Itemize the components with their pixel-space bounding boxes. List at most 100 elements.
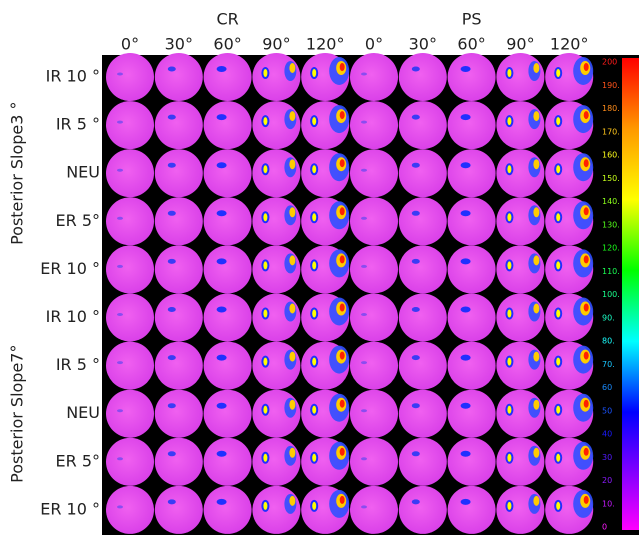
spot bbox=[556, 69, 560, 77]
heatmap-disc bbox=[350, 438, 398, 486]
spot bbox=[312, 454, 316, 462]
heatmap-disc bbox=[106, 486, 154, 534]
spot bbox=[361, 313, 367, 316]
disc bbox=[350, 149, 398, 197]
spot bbox=[117, 265, 123, 268]
spot bbox=[117, 169, 123, 172]
heatmap-disc bbox=[399, 342, 447, 390]
disc bbox=[399, 245, 447, 293]
spot bbox=[289, 448, 295, 458]
disc bbox=[106, 53, 154, 101]
spot bbox=[340, 352, 345, 360]
spot bbox=[412, 307, 420, 312]
spot bbox=[289, 255, 295, 265]
spot bbox=[312, 502, 316, 510]
heatmap-disc bbox=[301, 342, 349, 390]
heatmap-disc bbox=[204, 438, 252, 486]
heatmap-disc bbox=[301, 294, 349, 342]
disc bbox=[155, 342, 203, 390]
spot bbox=[361, 361, 367, 364]
disc bbox=[106, 486, 154, 534]
heatmap-disc bbox=[350, 486, 398, 534]
column-label: 30° bbox=[165, 35, 193, 54]
disc bbox=[448, 438, 496, 486]
spot bbox=[217, 66, 227, 72]
heatmap-disc bbox=[301, 245, 349, 293]
spot bbox=[584, 304, 589, 312]
spot bbox=[289, 111, 295, 121]
spot bbox=[289, 304, 295, 314]
heatmap-disc bbox=[496, 149, 544, 197]
column-label: 90° bbox=[262, 35, 290, 54]
disc bbox=[204, 342, 252, 390]
spot bbox=[461, 258, 471, 264]
colorbar-label: 30 bbox=[602, 453, 612, 462]
spot bbox=[507, 406, 511, 414]
spot bbox=[584, 448, 589, 456]
spot bbox=[263, 213, 267, 221]
row-group-label: Posterior Slope3 ° bbox=[8, 101, 27, 244]
spot bbox=[361, 217, 367, 220]
spot bbox=[361, 73, 367, 76]
disc bbox=[204, 486, 252, 534]
heatmap-disc bbox=[301, 101, 349, 149]
heatmap-disc bbox=[350, 294, 398, 342]
disc bbox=[106, 101, 154, 149]
disc bbox=[155, 486, 203, 534]
spot bbox=[584, 63, 589, 71]
spot bbox=[412, 67, 420, 72]
heatmap-disc bbox=[496, 53, 544, 101]
spot bbox=[340, 400, 345, 408]
spot bbox=[117, 505, 123, 508]
column-label: 120° bbox=[550, 35, 589, 54]
spot bbox=[533, 400, 539, 410]
heatmap-disc bbox=[545, 101, 593, 149]
disc bbox=[448, 197, 496, 245]
disc bbox=[448, 149, 496, 197]
heatmap-disc bbox=[545, 438, 593, 486]
disc bbox=[155, 294, 203, 342]
spot bbox=[584, 255, 589, 263]
heatmap-disc bbox=[106, 438, 154, 486]
spot bbox=[361, 121, 367, 124]
disc bbox=[448, 245, 496, 293]
heatmap-disc bbox=[448, 294, 496, 342]
colorbar bbox=[622, 58, 639, 530]
colorbar-label: 100. bbox=[602, 290, 620, 299]
colorbar-label: 110. bbox=[602, 267, 620, 276]
heatmap-disc bbox=[399, 245, 447, 293]
spot bbox=[584, 111, 589, 119]
spot bbox=[533, 304, 539, 314]
heatmap-disc bbox=[155, 245, 203, 293]
spot bbox=[217, 307, 227, 313]
heatmap-disc bbox=[399, 294, 447, 342]
spot bbox=[507, 117, 511, 125]
heatmap-disc bbox=[496, 294, 544, 342]
disc bbox=[204, 197, 252, 245]
spot bbox=[289, 400, 295, 410]
heatmap-disc bbox=[252, 197, 300, 245]
spot bbox=[507, 213, 511, 221]
spot bbox=[556, 310, 560, 318]
column-label: 0° bbox=[365, 35, 383, 54]
spot bbox=[289, 159, 295, 169]
spot bbox=[507, 454, 511, 462]
spot bbox=[461, 162, 471, 168]
heatmap-disc bbox=[448, 53, 496, 101]
spot bbox=[461, 66, 471, 72]
column-label: 0° bbox=[121, 35, 139, 54]
disc bbox=[350, 245, 398, 293]
spot bbox=[289, 207, 295, 217]
spot bbox=[117, 409, 123, 412]
spot bbox=[507, 165, 511, 173]
disc bbox=[204, 149, 252, 197]
spot bbox=[361, 409, 367, 412]
disc bbox=[448, 101, 496, 149]
row-group-label: Posterior Slope7° bbox=[8, 345, 27, 483]
heatmap-disc bbox=[448, 149, 496, 197]
disc bbox=[350, 486, 398, 534]
figure: CR0°30°60°90°120°PS0°30°60°90°120°Poster… bbox=[0, 0, 639, 535]
row-label: ER 5° bbox=[56, 451, 101, 470]
disc bbox=[448, 486, 496, 534]
row-label: IR 5 ° bbox=[56, 115, 100, 134]
